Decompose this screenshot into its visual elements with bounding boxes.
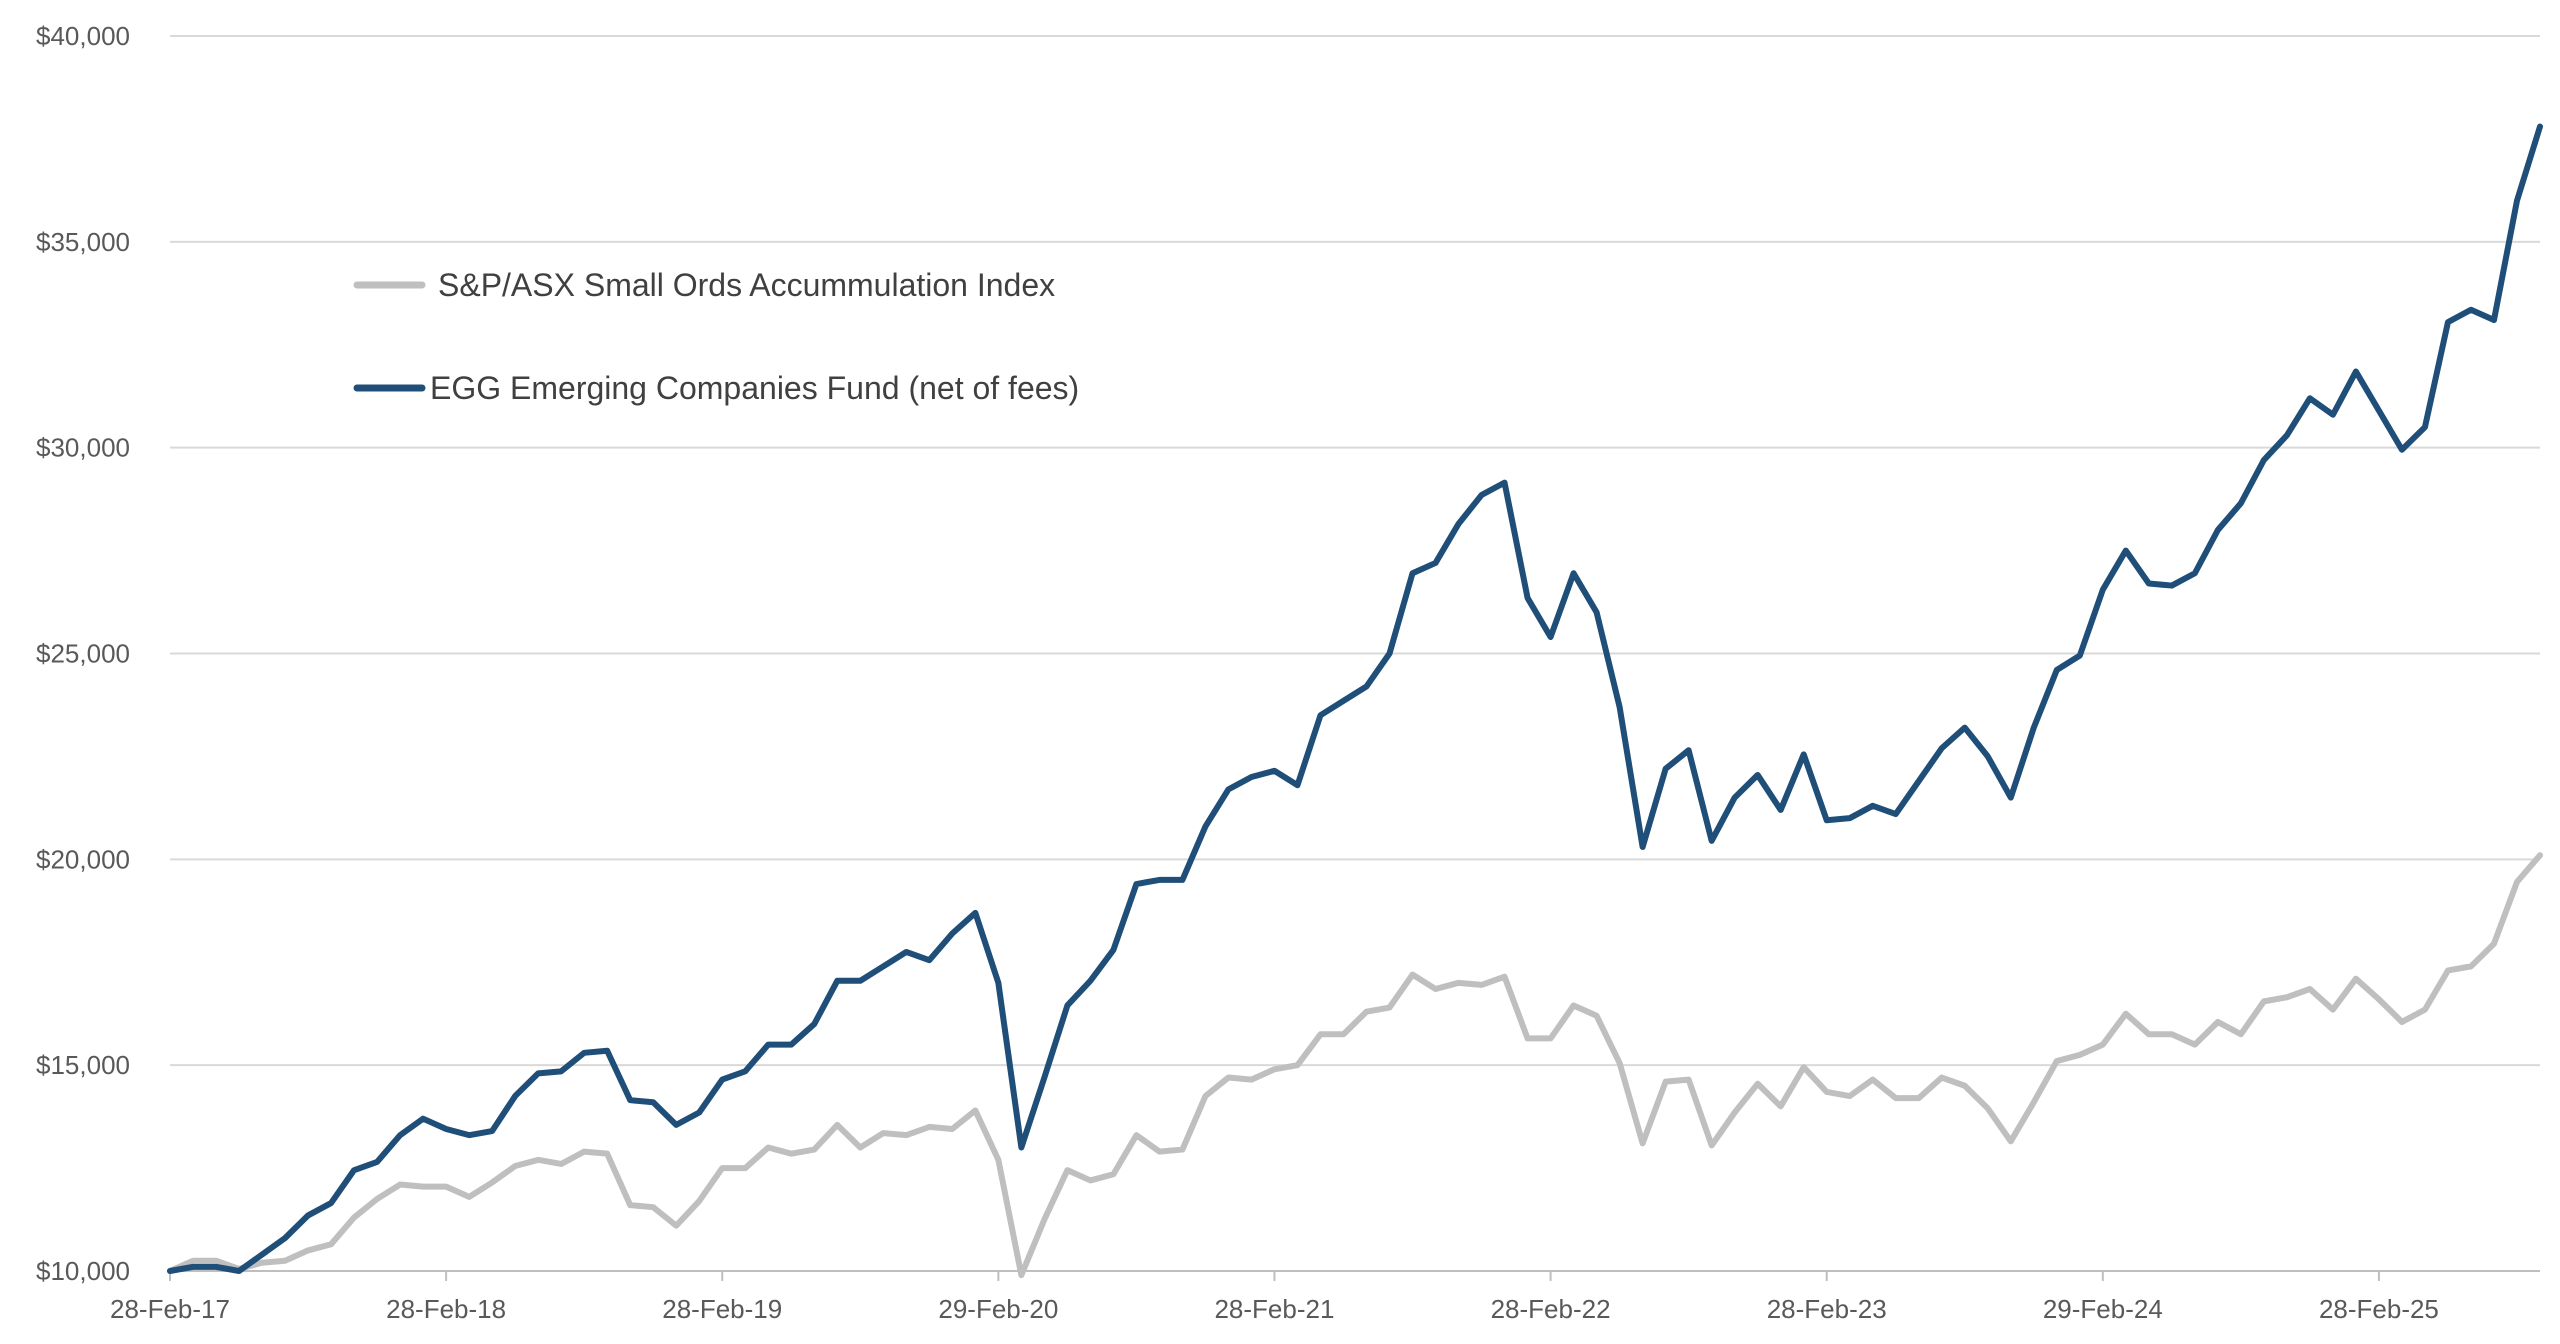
x-tick-label: 28-Feb-25: [2319, 1294, 2439, 1324]
x-tick-label: 28-Feb-17: [110, 1294, 230, 1324]
series-lines: [167, 123, 2543, 1279]
x-tick-label: 28-Feb-23: [1767, 1294, 1887, 1324]
x-tick-label: 28-Feb-18: [386, 1294, 506, 1324]
y-tick-label: $20,000: [36, 844, 130, 874]
y-tick-label: $15,000: [36, 1050, 130, 1080]
y-axis: $10,000 $15,000 $20,000 $25,000 $30,000 $35,0…: [36, 21, 130, 1286]
x-tick-label: 28-Feb-22: [1491, 1294, 1611, 1324]
legend: S&P/ASX Small Ords Accummulation Index E…: [353, 267, 1079, 406]
y-tick-label: $10,000: [36, 1256, 130, 1286]
gridlines: [170, 35, 2540, 1067]
series-line-small-ords: [167, 852, 2543, 1279]
series-line-egg-fund: [167, 123, 2543, 1274]
y-tick-label: $30,000: [36, 433, 130, 463]
legend-label-small-ords: S&P/ASX Small Ords Accummulation Index: [438, 267, 1055, 303]
legend-entry-small-ords: S&P/ASX Small Ords Accummulation Index: [353, 267, 1055, 303]
x-tick-label: 29-Feb-20: [938, 1294, 1058, 1324]
legend-entry-egg-fund: EGG Emerging Companies Fund (net of fees…: [353, 370, 1079, 406]
y-tick-label: $40,000: [36, 21, 130, 51]
x-tick-label: 28-Feb-19: [662, 1294, 782, 1324]
legend-label-egg-fund: EGG Emerging Companies Fund (net of fees…: [430, 370, 1079, 406]
y-tick-label: $25,000: [36, 639, 130, 669]
x-axis: 28-Feb-17 28-Feb-18 28-Feb-19 29-Feb-20 28-F…: [110, 1270, 2540, 1324]
y-tick-label: $35,000: [36, 227, 130, 257]
x-tick-label: 29-Feb-24: [2043, 1294, 2163, 1324]
x-tick-label: 28-Feb-21: [1214, 1294, 1334, 1324]
